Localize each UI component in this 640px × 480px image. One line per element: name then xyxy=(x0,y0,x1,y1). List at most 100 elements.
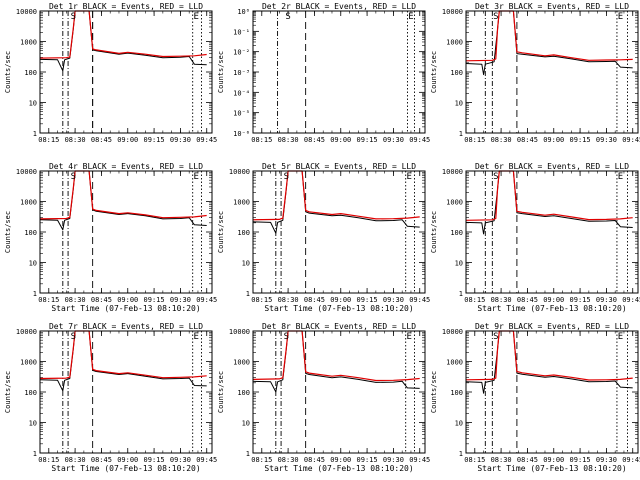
x-tick-label: 08:15 xyxy=(38,136,59,144)
end-marker: E xyxy=(408,12,413,22)
y-tick-label: 10 xyxy=(242,420,250,428)
plot-frame xyxy=(39,10,213,134)
series-line-lld xyxy=(465,10,633,62)
y-tick-label: 1000 xyxy=(446,199,463,207)
x-tick-label: 09:30 xyxy=(383,296,404,304)
panel-title: Det 6r BLACK = Events, RED = LLD xyxy=(475,162,629,171)
x-tick-label: 08:45 xyxy=(91,456,112,464)
y-tick-label: 100 xyxy=(450,389,463,397)
x-tick-label: 08:15 xyxy=(38,296,59,304)
x-tick-label: 09:15 xyxy=(570,136,591,144)
x-axis-label: Start Time (07-Feb-13 08:10:20) xyxy=(477,304,626,313)
start-marker: S xyxy=(493,332,498,342)
x-tick-label: 08:30 xyxy=(65,136,86,144)
y-tick-label: 10⁻⁵ xyxy=(233,110,250,118)
series-line-lld xyxy=(465,330,633,381)
y-tick-label: 10⁻⁶ xyxy=(233,130,250,138)
x-tick-label: 09:45 xyxy=(409,456,430,464)
series-line-events xyxy=(39,170,207,231)
y-tick-label: 10000 xyxy=(229,328,250,336)
y-axis-label: Counts/sec xyxy=(217,371,225,413)
panel-title: Det 8r BLACK = Events, RED = LLD xyxy=(262,322,416,331)
y-tick-label: 1 xyxy=(33,290,37,298)
x-tick-label: 08:30 xyxy=(65,456,86,464)
panel-title: Det 2r BLACK = Events, RED = LLD xyxy=(262,2,416,11)
y-tick-label: 10 xyxy=(455,100,463,108)
panel-det-8: Det 8r BLACK = Events, RED = LLD Counts/s… xyxy=(217,322,430,473)
start-marker: S xyxy=(71,172,76,182)
panel-det-9: Det 9r BLACK = Events, RED = LLD Counts/s… xyxy=(430,322,640,473)
end-marker: E xyxy=(406,332,411,342)
y-tick-label: 10000 xyxy=(16,8,37,16)
x-tick-label: 09:30 xyxy=(383,136,404,144)
series-line-lld xyxy=(39,10,207,59)
y-tick-label: 10 xyxy=(29,420,37,428)
x-tick-label: 08:45 xyxy=(304,136,325,144)
y-tick-label: 100 xyxy=(450,229,463,237)
x-tick-label: 09:30 xyxy=(170,456,191,464)
x-tick-label: 09:00 xyxy=(543,296,564,304)
end-marker: E xyxy=(618,172,623,182)
panel-title: Det 9r BLACK = Events, RED = LLD xyxy=(475,322,629,331)
y-tick-label: 10⁻¹ xyxy=(233,28,250,36)
x-tick-label: 08:30 xyxy=(491,296,512,304)
y-tick-label: 100 xyxy=(237,229,250,237)
x-tick-label: 08:15 xyxy=(251,456,272,464)
series-line-events xyxy=(39,10,207,72)
panel-title: Det 5r BLACK = Events, RED = LLD xyxy=(262,162,416,171)
x-tick-label: 09:45 xyxy=(196,136,217,144)
x-tick-label: 08:45 xyxy=(91,296,112,304)
x-tick-label: 09:15 xyxy=(144,296,165,304)
x-tick-label: 08:15 xyxy=(464,456,485,464)
x-tick-label: 08:30 xyxy=(491,456,512,464)
y-tick-label: 10000 xyxy=(442,168,463,176)
y-tick-label: 10 xyxy=(242,260,250,268)
panel-det-7: Det 7r BLACK = Events, RED = LLD Counts/s… xyxy=(4,322,217,473)
plot-frame xyxy=(252,170,426,294)
plot-frame xyxy=(465,10,639,134)
y-tick-label: 100 xyxy=(450,69,463,77)
y-tick-label: 1 xyxy=(33,130,37,138)
x-tick-label: 09:00 xyxy=(330,456,351,464)
y-tick-label: 10⁰ xyxy=(237,8,250,16)
x-tick-label: 08:45 xyxy=(304,456,325,464)
x-tick-label: 08:30 xyxy=(278,296,299,304)
x-tick-label: 09:45 xyxy=(409,136,430,144)
plot-frame xyxy=(39,170,213,294)
x-tick-label: 09:15 xyxy=(570,456,591,464)
y-tick-label: 10⁻² xyxy=(233,49,250,57)
start-marker: S xyxy=(71,12,76,22)
end-marker: E xyxy=(618,332,623,342)
y-tick-label: 1 xyxy=(33,450,37,458)
y-tick-label: 1 xyxy=(246,290,250,298)
y-tick-label: 100 xyxy=(24,229,37,237)
panel-title: Det 7r BLACK = Events, RED = LLD xyxy=(49,322,203,331)
x-axis-label: Start Time (07-Feb-13 08:10:20) xyxy=(51,304,200,313)
x-tick-label: 09:45 xyxy=(622,456,640,464)
x-tick-label: 08:30 xyxy=(278,136,299,144)
panel-det-3: Det 3r BLACK = Events, RED = LLD Counts/s… xyxy=(430,2,640,144)
x-tick-label: 08:45 xyxy=(517,456,538,464)
x-tick-label: 09:00 xyxy=(543,456,564,464)
x-axis-label: Start Time (07-Feb-13 08:10:20) xyxy=(264,304,413,313)
plot-frame xyxy=(465,330,639,454)
plot-frame xyxy=(465,170,639,294)
y-tick-label: 1000 xyxy=(446,359,463,367)
series-line-events xyxy=(252,330,420,393)
series-line-lld xyxy=(252,170,420,221)
x-tick-label: 09:00 xyxy=(117,136,138,144)
series-line-lld xyxy=(465,170,633,221)
panel-det-6: Det 6r BLACK = Events, RED = LLD Counts/s… xyxy=(430,162,640,313)
y-axis-label: Counts/sec xyxy=(217,51,225,93)
x-tick-label: 08:15 xyxy=(38,456,59,464)
x-tick-label: 08:15 xyxy=(251,136,272,144)
end-marker: E xyxy=(193,332,198,342)
x-tick-label: 09:45 xyxy=(409,296,430,304)
start-marker: S xyxy=(284,172,289,182)
y-tick-label: 10000 xyxy=(16,168,37,176)
x-tick-label: 09:15 xyxy=(357,136,378,144)
y-axis-label: Counts/sec xyxy=(4,211,12,253)
plot-frame xyxy=(39,330,213,454)
x-tick-label: 08:30 xyxy=(491,136,512,144)
